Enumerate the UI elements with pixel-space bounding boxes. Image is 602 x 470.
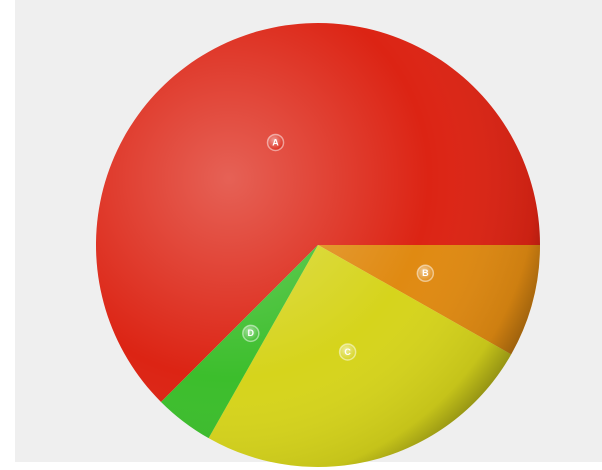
slice-label: D bbox=[248, 328, 255, 338]
label-badge-gloss bbox=[242, 325, 259, 342]
slice-labels: A B C D bbox=[242, 133, 435, 361]
slice-label: C bbox=[344, 347, 351, 357]
label-badge-gloss bbox=[339, 343, 356, 360]
slice-label: B bbox=[422, 268, 429, 278]
slice-label: A bbox=[272, 137, 279, 147]
label-badge-gloss bbox=[417, 265, 434, 282]
label-badge-gloss bbox=[267, 134, 284, 151]
pie bbox=[95, 23, 540, 467]
